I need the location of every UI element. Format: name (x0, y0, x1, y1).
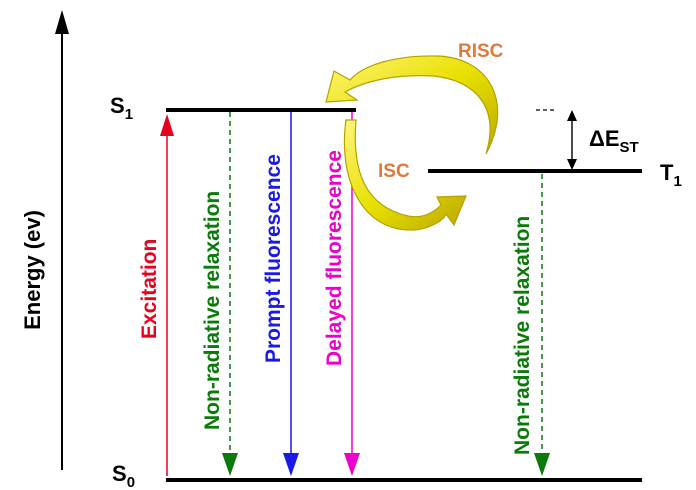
prompt-fluorescence-arrow (283, 112, 299, 476)
energy-gap-marker (536, 109, 577, 170)
gap-arrow-up-icon (567, 110, 577, 121)
nonradiative-t1-arrow (534, 174, 550, 476)
isc-curved-arrow (343, 119, 467, 231)
gap-arrow-down-icon (567, 159, 577, 170)
nonradiative-t1-arrow-head-icon (534, 453, 550, 476)
axis-arrow-icon (55, 10, 69, 34)
delayed-fluorescence-arrow-head-icon (344, 453, 360, 476)
nonradiative-t1-label: Non-radiative relaxation (511, 216, 534, 455)
nonradiative-s1-arrow-head-icon (222, 453, 238, 476)
nonradiative-s1-arrow (222, 112, 238, 476)
energy-axis (55, 10, 69, 470)
excitation-arrow-head-icon (160, 114, 174, 136)
nonradiative-s1-label: Non-radiative relaxation (201, 191, 224, 430)
excitation-label: Excitation (138, 239, 161, 339)
isc-label: ISC (378, 161, 410, 182)
excitation-arrow (160, 114, 174, 476)
s1-level-label: S1 (110, 93, 133, 123)
energy-gap-label: ΔEST (589, 126, 639, 156)
risc-curved-arrow (325, 55, 499, 155)
energy-axis-label: Energy (ev) (20, 210, 45, 330)
risc-label: RISC (458, 41, 504, 62)
prompt-fluorescence-label: Prompt fluorescence (262, 154, 285, 363)
prompt-fluorescence-arrow-head-icon (283, 453, 299, 476)
t1-level-label: T1 (660, 160, 682, 190)
delayed-fluorescence-label: Delayed fluorescence (323, 150, 346, 366)
s0-level-label: S0 (112, 461, 135, 490)
